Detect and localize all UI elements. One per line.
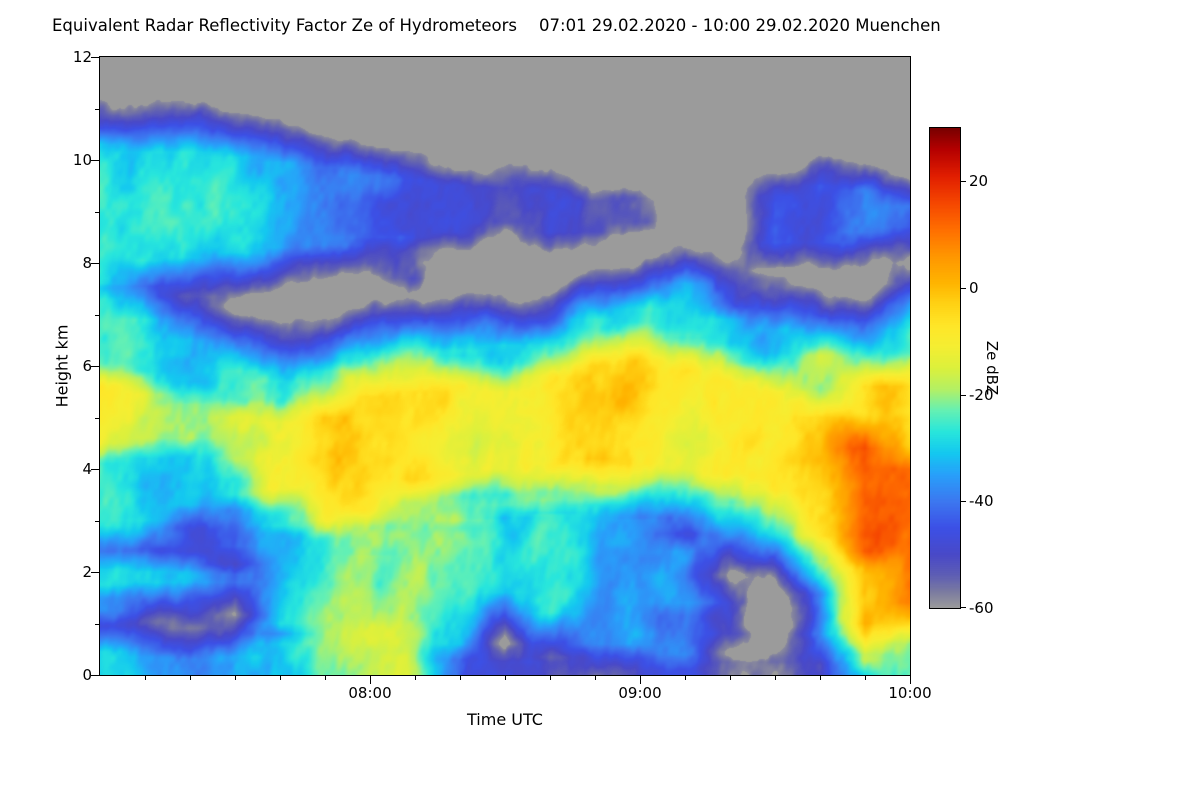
plot-frame: [99, 56, 911, 676]
y-tick-label: 10: [72, 151, 92, 169]
y-tick-mark: [91, 469, 99, 470]
x-minor-tick-mark: [730, 676, 731, 680]
x-minor-tick-mark: [595, 676, 596, 680]
colorbar-tick-label: 20: [969, 172, 989, 191]
colorbar-tick-mark: [961, 607, 966, 608]
x-minor-tick-mark: [550, 676, 551, 680]
x-axis-label: Time UTC: [467, 710, 543, 729]
y-tick-label: 2: [82, 563, 92, 581]
y-tick-label: 12: [72, 48, 92, 66]
x-tick-label: 10:00: [888, 684, 932, 702]
x-minor-tick-mark: [820, 676, 821, 680]
x-minor-tick-mark: [280, 676, 281, 680]
x-tick-mark: [910, 676, 911, 684]
x-tick-mark: [370, 676, 371, 684]
colorbar-tick-mark: [961, 181, 966, 183]
x-minor-tick-mark: [415, 676, 416, 680]
colorbar-tick-label: 0: [969, 279, 979, 297]
x-minor-tick-mark: [190, 676, 191, 680]
y-tick-mark: [91, 57, 99, 58]
x-minor-tick-mark: [775, 676, 776, 680]
colorbar-tick-mark: [961, 394, 966, 396]
colorbar-gradient-canvas: [930, 128, 960, 608]
y-minor-tick-mark: [95, 623, 99, 625]
x-minor-tick-mark: [685, 676, 686, 680]
y-tick-label: 6: [82, 357, 92, 375]
y-tick-label: 0: [82, 666, 92, 684]
x-minor-tick-mark: [505, 676, 506, 680]
colorbar-tick-label: -60: [969, 599, 994, 617]
y-tick-mark: [91, 263, 99, 264]
y-tick-mark: [91, 675, 99, 676]
y-minor-tick-mark: [95, 211, 99, 213]
colorbar-tick-label: -20: [969, 385, 994, 404]
chart-title: Equivalent Radar Reflectivity Factor Ze …: [52, 16, 518, 35]
x-tick-label: 08:00: [348, 684, 392, 702]
colorbar-tick-mark: [961, 501, 966, 503]
y-tick-mark: [91, 160, 99, 161]
y-tick-mark: [91, 366, 99, 367]
y-minor-tick-mark: [95, 520, 99, 522]
chart-subtitle: 07:01 29.02.2020 - 10:00 29.02.2020 Muen…: [539, 16, 941, 35]
x-tick-mark: [640, 676, 641, 684]
y-tick-label: 4: [82, 460, 92, 478]
colorbar-tick-label: -40: [969, 492, 994, 511]
x-minor-tick-mark: [235, 676, 236, 680]
x-minor-tick-mark: [145, 676, 146, 680]
y-minor-tick-mark: [95, 417, 99, 419]
y-minor-tick-mark: [95, 314, 99, 316]
x-minor-tick-mark: [460, 676, 461, 680]
y-tick-label: 8: [82, 254, 92, 272]
x-minor-tick-mark: [865, 676, 866, 680]
colorbar-tick-mark: [961, 288, 966, 289]
y-tick-mark: [91, 572, 99, 573]
y-minor-tick-mark: [95, 108, 99, 110]
heatmap-canvas: [100, 57, 910, 675]
colorbar-frame: [929, 127, 961, 609]
x-minor-tick-mark: [325, 676, 326, 680]
chart-title-row: Equivalent Radar Reflectivity Factor Ze …: [52, 16, 1172, 35]
x-tick-label: 09:00: [618, 684, 662, 702]
